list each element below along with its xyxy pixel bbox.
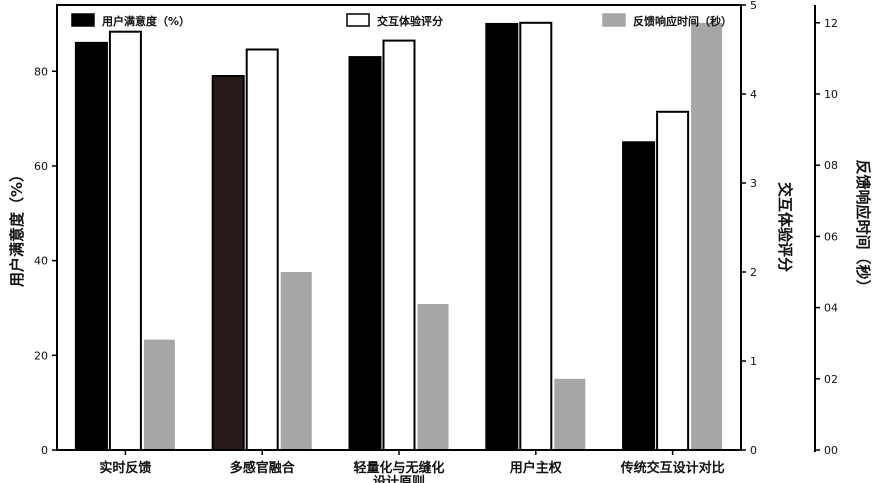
category-label: 传统交互设计对比 [620,460,725,476]
bar-s2-c1 [280,272,312,450]
category-label: 多感官融合 [230,460,296,476]
category-label: 轻量化与无缝化设计原则 [353,460,444,483]
bar-s1-c2 [382,39,416,451]
bar-s1-c1 [245,48,279,451]
right2-axis: 00 02 04 06 08 10 12 [815,17,838,457]
category-label: 实时反馈 [99,460,151,476]
right2-tick-label: 12 [824,17,838,30]
left-tick-label: 40 [34,255,48,268]
right2-axis-title: 反馈响应时间（秒） [854,159,872,294]
legend-label-satisfaction: 用户满意度（%） [102,14,190,28]
bar-s0-c0 [74,41,108,451]
right2-tick-label: 04 [824,302,838,315]
bar-s1-c3 [519,21,553,452]
left-axis-title: 用户满意度（%） [8,167,26,287]
left-axis: 0 20 40 60 80 [34,65,57,457]
left-tick-label: 80 [34,65,48,78]
right2-tick-label: 02 [824,373,838,386]
bar-s1-c0 [108,30,142,451]
bar-s0-c1 [211,75,245,451]
legend-label-experience: 交互体验评分 [377,14,443,28]
bars-group [74,21,723,452]
bar-s0-c4 [622,141,656,451]
right2-tick-label: 06 [824,230,838,243]
right1-tick-label: 0 [750,444,757,457]
legend-swatch-response [602,13,626,27]
right1-tick-label: 1 [750,355,757,368]
legend-swatch-experience [346,13,370,27]
right2-tick-label: 00 [824,444,838,457]
bar-s2-c3 [554,378,586,450]
right1-tick-label: 5 [750,0,757,12]
bar-s2-c4 [691,22,723,451]
legend: 用户满意度（%） 交互体验评分 反馈响应时间（秒） [71,13,732,28]
bar-s0-c2 [348,56,382,452]
right2-tick-label: 08 [824,159,838,172]
right2-tick-label: 10 [824,88,838,101]
left-tick-label: 20 [34,349,48,362]
right1-axis-title: 交互体验评分 [776,182,794,272]
right1-axis: 0 1 2 3 4 5 [741,0,757,457]
right1-tick-label: 2 [750,266,757,279]
right1-tick-label: 4 [750,88,757,101]
bar-s1-c4 [656,110,690,452]
category-label: 用户主权 [509,460,563,476]
right1-tick-label: 3 [750,177,757,190]
left-tick-label: 60 [34,160,48,173]
bar-s2-c2 [417,304,449,450]
bar-s0-c3 [485,22,519,452]
bar-s2-c0 [143,339,175,450]
legend-label-response: 反馈响应时间（秒） [633,14,732,28]
legend-swatch-satisfaction [71,13,95,27]
category-axis: 实时反馈 多感官融合 轻量化与无缝化设计原则 用户主权 传统交互设计对比 [99,450,725,483]
left-tick-label: 0 [41,444,48,457]
